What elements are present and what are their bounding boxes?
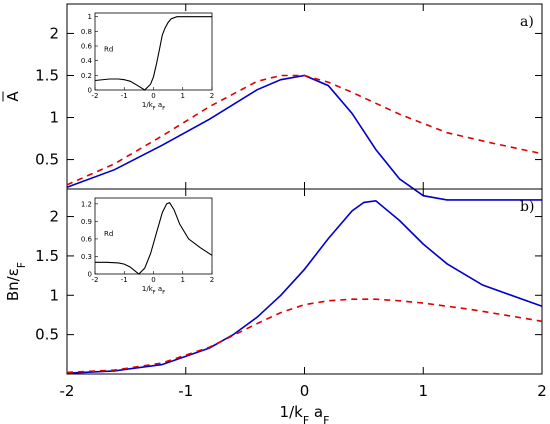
x-tick-label: 0: [300, 382, 310, 400]
inset-y-tick-label: 1: [88, 13, 92, 21]
y-tick-label: 0.5: [35, 326, 59, 344]
y-axis-title: A: [4, 91, 22, 102]
x-axis-title-text: 1/kF aF: [280, 403, 330, 424]
inset-y-tick-label: 0.2: [81, 72, 92, 80]
y-tick-label: 2: [49, 24, 59, 42]
inset-x-tick-label: 1: [181, 92, 185, 100]
inset-x-label: 1/kF aF: [142, 101, 165, 112]
y-tick-label: 2: [49, 208, 59, 226]
inset-a: 0 0.2 0.4 0.6 0.8 1 -2 -1 0 1 2 Rd 1/kF aF: [81, 12, 214, 112]
series-line-1: [66, 74, 542, 201]
inset-x-tick-label: 2: [210, 276, 214, 284]
inset-series-line: [94, 16, 212, 91]
inset-y-tick-label: 0.4: [81, 57, 93, 65]
x-tick-label: 1: [418, 382, 428, 400]
x-tick-label: -2: [60, 382, 75, 400]
inset-y-tick-label: 0.6: [81, 235, 93, 243]
inset-x-tick-label: -2: [92, 92, 99, 100]
inset-x-tick-label: 0: [151, 92, 155, 100]
inset-y-tick-label: 0: [88, 271, 92, 279]
inset-y-tick-label: 1.2: [81, 200, 92, 208]
inset-y-tick-label: 0.9: [81, 218, 92, 226]
series-line-2: [66, 298, 543, 374]
inset-y-tick-label: 0.6: [81, 43, 93, 51]
y-tick-label: 1: [49, 109, 59, 127]
inset-frame: [94, 197, 213, 275]
series-line-1: [66, 199, 543, 374]
y-tick-label: 1.5: [35, 66, 59, 84]
y-tick-label: 1: [49, 286, 59, 304]
inset-x-label: 1/kF aF: [142, 285, 165, 296]
x-tick-label: 2: [537, 382, 547, 400]
inset-x-tick-label: -1: [121, 276, 128, 284]
inset-x-tick-label: -2: [92, 276, 99, 284]
y-tick-label: 0.5: [35, 151, 59, 169]
inset-b: 0 0.3 0.6 0.9 1.2 -2 -1 0 1 2 Rd 1/kF aF: [81, 197, 214, 296]
inset-y-label: Rd: [104, 46, 113, 54]
series-line-2: [66, 74, 543, 186]
inset-x-tick-label: 2: [210, 92, 214, 100]
inset-x-tick-label: -1: [121, 92, 128, 100]
panel-tag: b): [520, 199, 534, 215]
inset-y-tick-label: 0.8: [81, 28, 92, 36]
panel-b: 0.5 1 1.5 2 -2 -1 0 1 2 b) Bn/εF: [4, 188, 547, 400]
y-tick-label: 1.5: [35, 247, 59, 265]
inset-series-line: [95, 202, 213, 275]
inset-y-label: Rd: [104, 230, 113, 238]
inset-y-tick-label: 0.3: [81, 253, 92, 261]
y-axis-title: Bn/εF: [4, 262, 28, 301]
inset-x-tick-label: 1: [181, 276, 185, 284]
x-tick-label: -1: [178, 382, 193, 400]
x-axis-title: 1/kF aF: [280, 403, 330, 424]
inset-y-tick-label: 0: [88, 87, 92, 95]
inset-x-tick-label: 0: [151, 276, 155, 284]
panel-tag: a): [520, 14, 534, 30]
